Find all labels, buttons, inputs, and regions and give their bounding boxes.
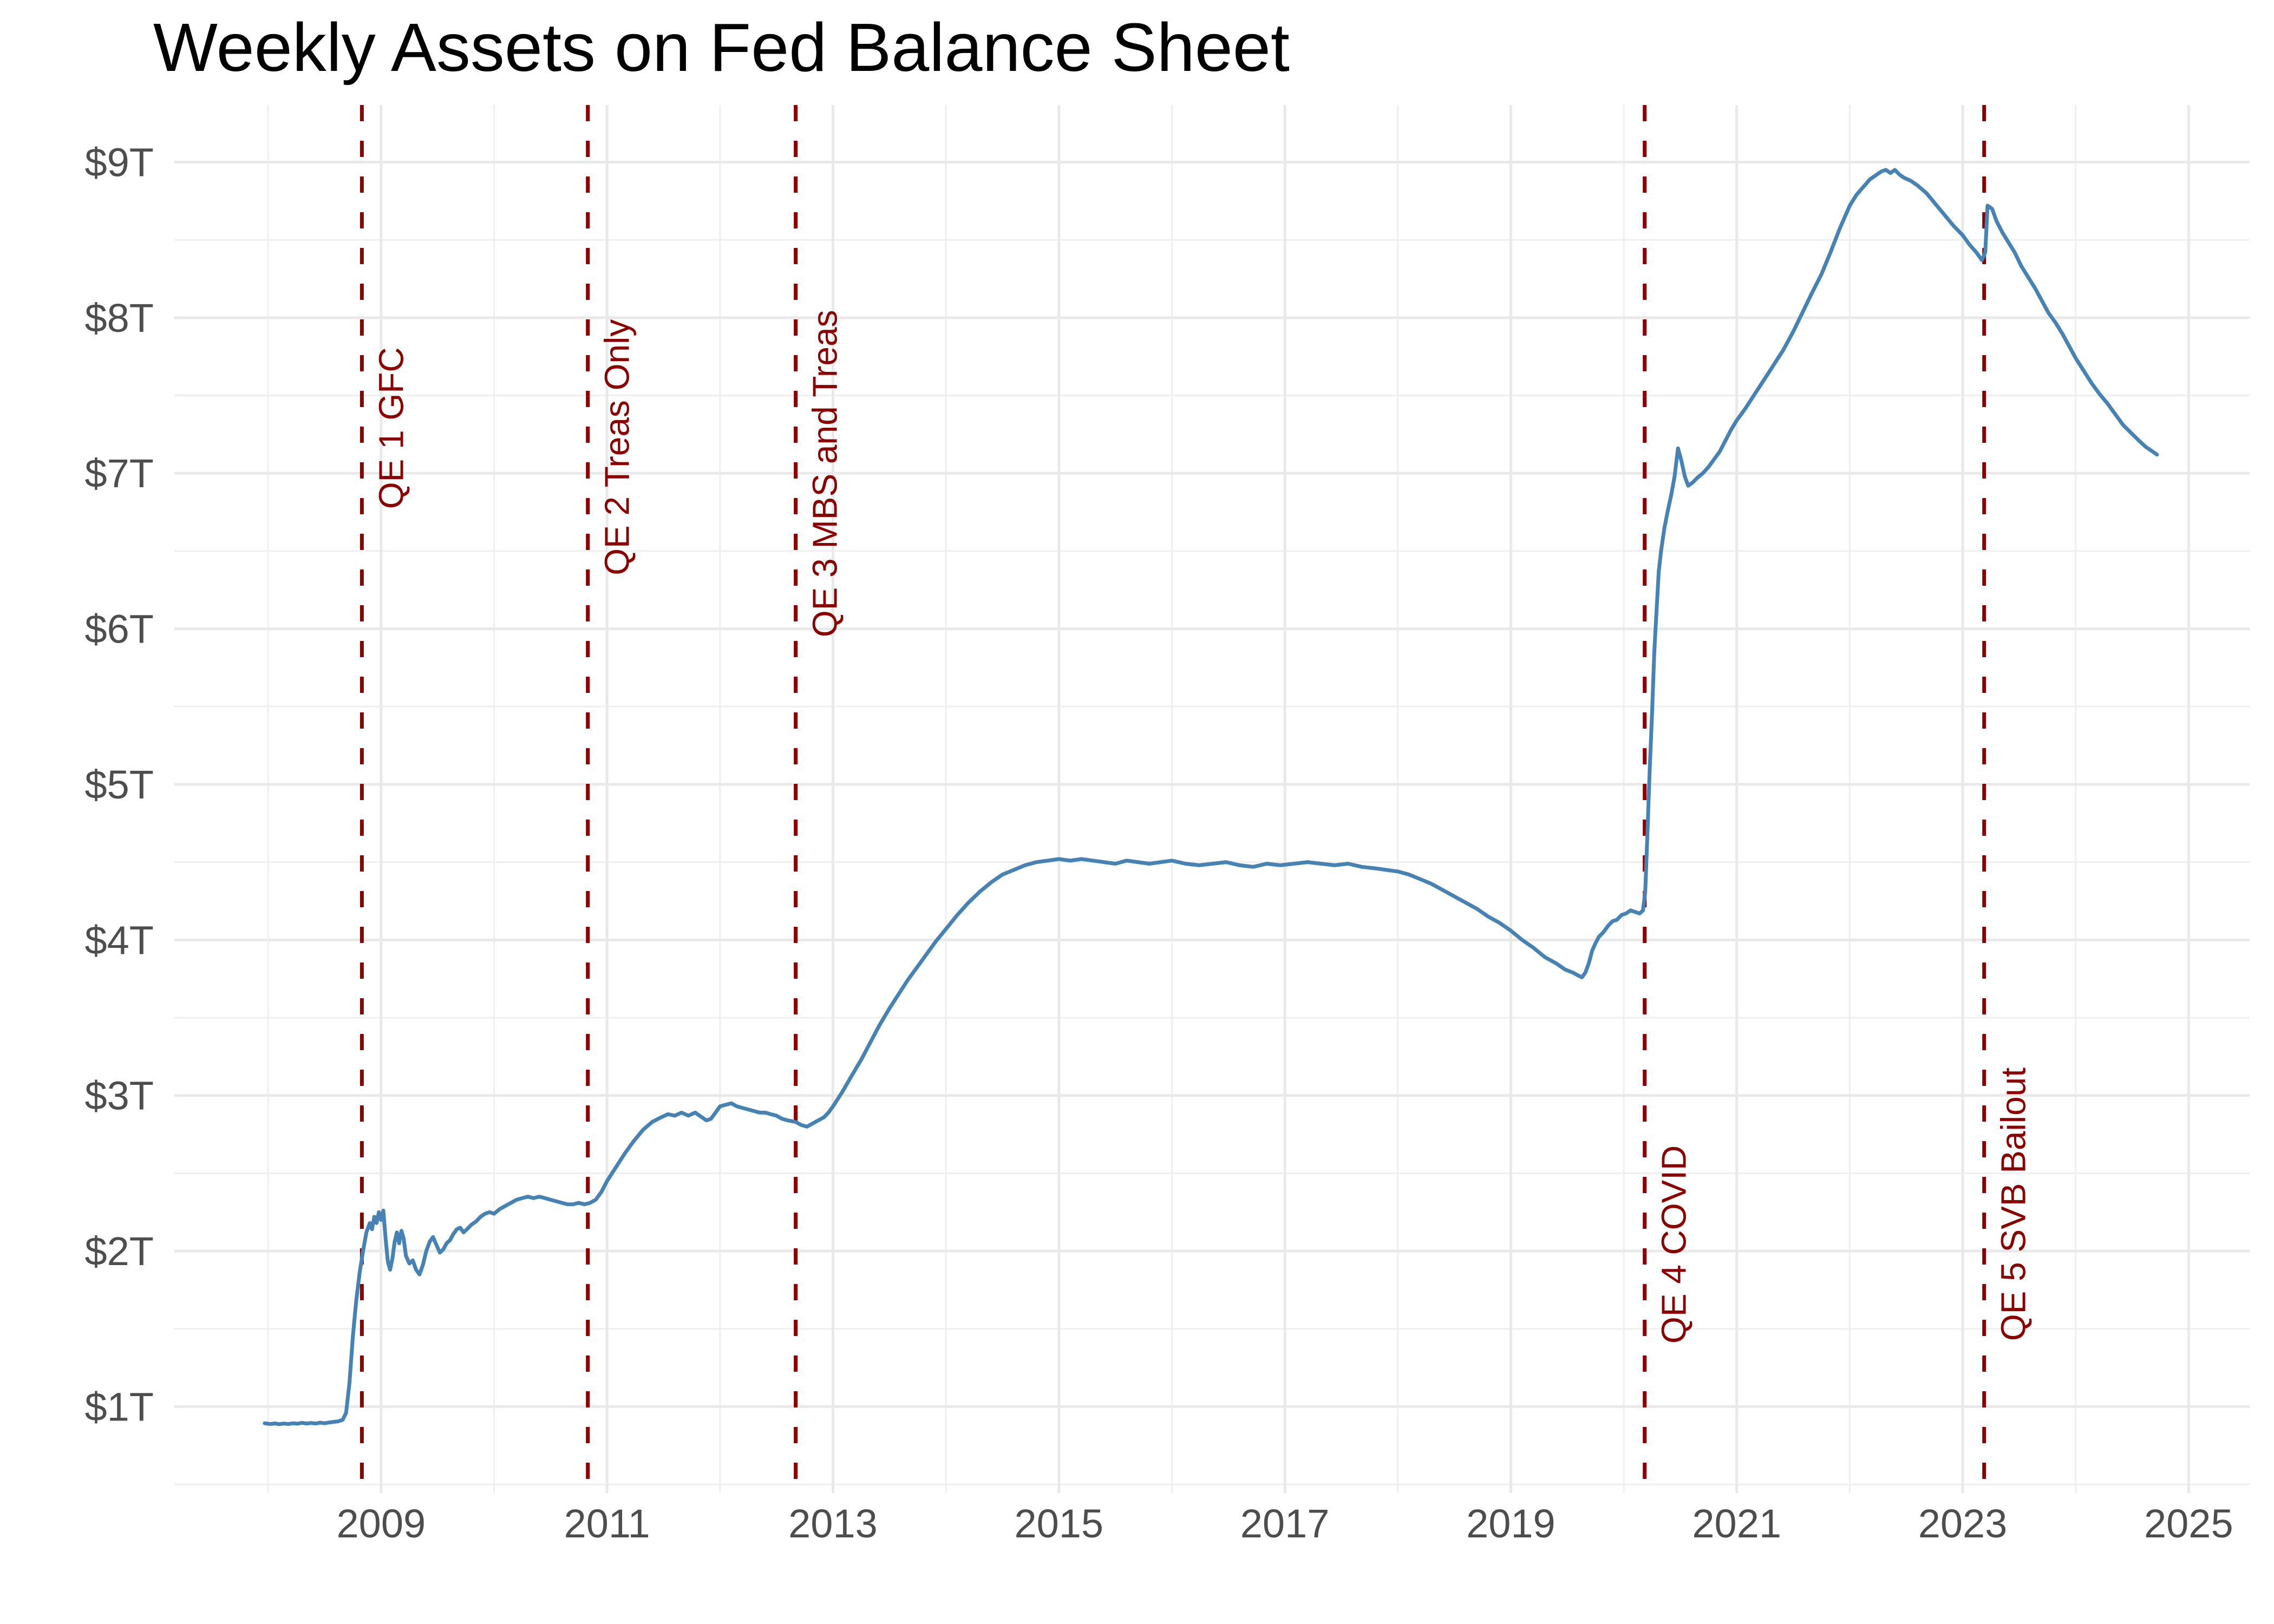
x-tick-label: 2017 (1240, 1501, 1330, 1546)
x-tick-label: 2011 (564, 1501, 650, 1546)
x-tick-label: 2021 (1692, 1501, 1781, 1546)
y-tick-label: $4T (84, 918, 154, 962)
x-tick-label: 2013 (788, 1501, 878, 1546)
x-tick-label: 2023 (1918, 1501, 2008, 1546)
y-tick-label: $2T (84, 1229, 154, 1274)
y-tick-label: $3T (84, 1073, 154, 1118)
event-label: QE 4 COVID (1655, 1145, 1694, 1344)
y-tick-label: $6T (84, 607, 154, 652)
x-tick-label: 2009 (337, 1501, 426, 1546)
event-label: QE 1 GFC (371, 347, 410, 509)
x-tick-label: 2015 (1014, 1501, 1103, 1546)
x-tick-label: 2019 (1466, 1501, 1556, 1546)
y-tick-label: $9T (84, 140, 154, 185)
y-tick-label: $1T (84, 1384, 154, 1429)
y-tick-label: $8T (84, 296, 154, 340)
y-tick-label: $7T (84, 451, 154, 496)
event-label: QE 5 SVB Bailout (1994, 1068, 2033, 1341)
chart-title: Weekly Assets on Fed Balance Sheet (153, 9, 1290, 86)
series-line (263, 168, 2159, 1426)
event-label: QE 3 MBS and Treas (806, 310, 845, 637)
event-label: QE 2 Treas Only (598, 319, 637, 575)
x-tick-label: 2025 (2144, 1501, 2233, 1546)
y-tick-label: $5T (84, 762, 154, 807)
